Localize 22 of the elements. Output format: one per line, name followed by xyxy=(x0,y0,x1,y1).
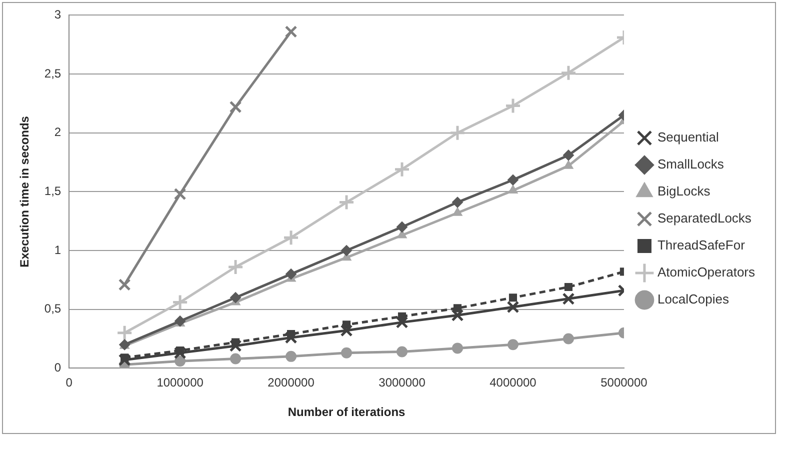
legend-label: BigLocks xyxy=(657,184,711,199)
y-tick-label: 2,5 xyxy=(44,66,62,80)
x-tick-label: 2000000 xyxy=(268,376,315,390)
x-axis-title: Number of iterations xyxy=(288,405,406,420)
legend-label: ThreadSafeFor xyxy=(657,238,746,253)
y-tick-label: 0,5 xyxy=(44,302,62,316)
x-tick-label: 5000000 xyxy=(600,376,648,390)
legend-label: SeparatedLocks xyxy=(657,210,752,226)
legend-label: AtomicOperators xyxy=(657,264,756,280)
legend-label: LocalCopies xyxy=(657,292,730,307)
y-tick-label: 1,5 xyxy=(44,184,62,198)
y-tick-label: 1 xyxy=(54,242,62,257)
x-tick-label: 1000000 xyxy=(156,376,204,390)
legend-label: SmallLocks xyxy=(657,156,724,172)
legend-label: Sequential xyxy=(657,130,720,145)
y-tick-label: 3 xyxy=(54,8,62,22)
y-axis-title: Execution time in seconds xyxy=(18,116,32,268)
y-tick-label: 0 xyxy=(54,360,62,375)
y-tick-label: 2 xyxy=(54,125,62,140)
x-tick-label: 4000000 xyxy=(490,376,537,390)
x-tick-label: 0 xyxy=(66,376,73,390)
x-tick-label: 3000000 xyxy=(378,376,426,390)
